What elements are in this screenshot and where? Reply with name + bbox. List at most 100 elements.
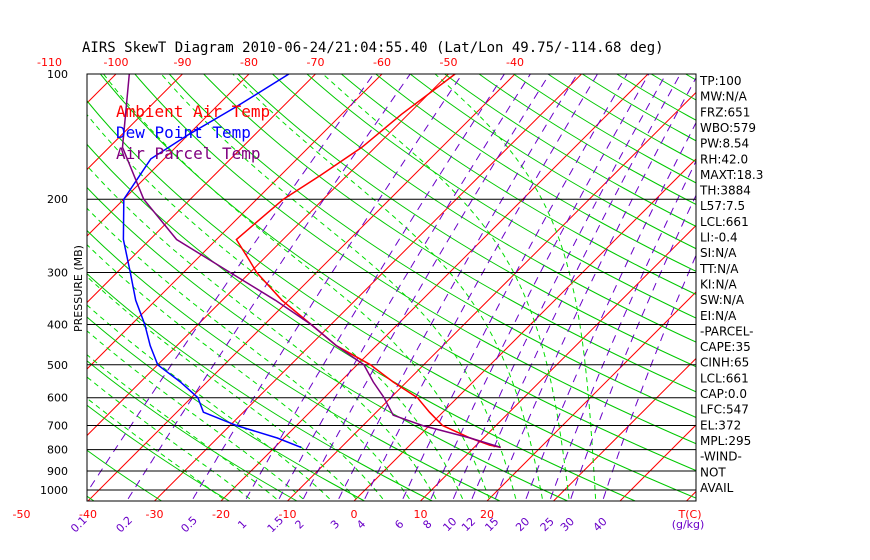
series-line-3 (121, 74, 501, 449)
mixing-ratio-line (430, 74, 650, 499)
pressure-tick-label: 500 (47, 359, 68, 372)
top-temp-tick-label: -90 (174, 56, 192, 69)
index-label: MAXT:18.3 (700, 168, 763, 182)
mixing-ratio-line (302, 74, 551, 500)
chart-title: AIRS SkewT Diagram 2010-06-24/21:04:55.4… (82, 40, 664, 56)
bottom-temp-tick-label: -50 (13, 508, 31, 521)
isotherm-line (87, 74, 450, 437)
index-label: CAPE:35 (700, 340, 751, 354)
dry-adiabat-line (513, 74, 696, 184)
isotherm-line (87, 74, 516, 501)
bottom-temp-tick-label: -20 (212, 508, 230, 521)
index-label: CINH:65 (700, 356, 749, 370)
top-temp-tick-label: -80 (240, 56, 258, 69)
moist-adiabat-line (87, 207, 410, 500)
dry-adiabat-line (203, 74, 696, 393)
isotherm-line (87, 74, 250, 237)
sounding-series (121, 74, 501, 449)
isotherm-line (87, 74, 383, 370)
bottom-temp-tick-label: -30 (146, 508, 164, 521)
isotherm-lines (87, 74, 696, 501)
top-temp-tick-label: -40 (506, 56, 524, 69)
mixing-ratio-line (364, 74, 599, 500)
index-label: LCL:661 (700, 371, 749, 385)
mixing-ratio-line (245, 74, 505, 500)
y-axis-label: PRESSURE (MB) (72, 245, 85, 332)
bottom-temp-tick-label: 0 (351, 508, 358, 521)
dry-adiabat-line (87, 143, 637, 501)
isotherm-line (619, 424, 696, 501)
isotherm-line (220, 74, 649, 501)
mixing-ratio-line (570, 194, 696, 499)
dry-adiabat-line (87, 360, 298, 501)
mixing-ratio-line (87, 74, 375, 494)
index-label: TH:3884 (699, 184, 751, 198)
dry-adiabat-lines (87, 74, 696, 501)
pressure-tick-label: 1000 (40, 484, 68, 497)
pressure-tick-label: 100 (47, 68, 68, 81)
moist-adiabat-line (322, 74, 570, 499)
moist-adiabat-line (87, 244, 384, 500)
index-label: PW:8.54 (700, 137, 749, 151)
index-label: SW:N/A (700, 293, 745, 307)
index-label: SI:N/A (700, 246, 737, 260)
isotherm-line (552, 357, 696, 501)
index-label: LI:-0.4 (700, 231, 738, 245)
pressure-tick-label: 700 (47, 420, 68, 433)
top-temp-tick-label: -50 (440, 56, 458, 69)
mixing-ratio-line (452, 74, 667, 500)
index-label: MW:N/A (700, 90, 748, 104)
plot-frame (86, 73, 697, 502)
mixing-ratio-line (192, 74, 463, 500)
mixing-ratio-line (127, 74, 411, 500)
index-label: EL:372 (700, 418, 741, 432)
index-label: LFC:547 (700, 403, 749, 417)
top-temp-tick-label: -100 (104, 56, 129, 69)
index-label: TP:100 (699, 74, 742, 88)
pressure-tick-label: 900 (47, 465, 68, 478)
index-label: CAP:0.0 (700, 387, 747, 401)
legend-entry: Air Parcel Temp (116, 144, 261, 163)
isotherm-line (419, 224, 696, 501)
mixing-ratio-unit-label: (g/kg) (672, 518, 705, 531)
isotherm-line (286, 91, 696, 501)
dry-adiabat-line (478, 74, 696, 206)
moist-adiabat-line (232, 74, 543, 499)
isotherm-line (153, 74, 583, 501)
dry-adiabat-line (444, 74, 696, 227)
mixing-ratio-line (550, 160, 696, 499)
top-temp-tick-label: -60 (373, 56, 391, 69)
dry-adiabat-line (87, 100, 696, 499)
dry-adiabat-line (375, 74, 696, 272)
pressure-tick-label: 400 (47, 318, 68, 331)
mixing-ratio-line (525, 121, 696, 499)
dry-adiabat-line (272, 74, 696, 343)
index-label: MPL:295 (700, 434, 751, 448)
top-temp-tick-label: -70 (307, 56, 325, 69)
legend: Ambient Air Temp Dew Point Temp Air Parcel… (116, 102, 270, 163)
mixing-ratio-lines (87, 74, 696, 500)
dry-adiabat-line (100, 74, 696, 472)
pressure-tick-label: 800 (47, 444, 68, 457)
bottom-temp-tick-label: 10 (414, 508, 428, 521)
temp-unit-label: T(C) (678, 508, 702, 521)
mixing-ratio-line (494, 76, 696, 499)
index-label: WBO:579 (700, 121, 756, 135)
index-label: AVAIL (700, 481, 734, 495)
moist-adiabat-line (87, 354, 277, 500)
moist-adiabat-line (87, 330, 304, 500)
series-line-2 (122, 74, 302, 449)
index-label: LCL:661 (700, 215, 749, 229)
dry-adiabat-line (87, 229, 502, 501)
moist-adiabat-line (87, 376, 251, 500)
dry-adiabat-line (134, 74, 696, 445)
legend-entry: Ambient Air Temp (116, 102, 270, 121)
mixing-ratio-line (278, 74, 531, 500)
pressure-tick-label: 200 (47, 193, 68, 206)
mixing-ratio-line (402, 74, 628, 500)
bottom-temp-tick-label: 20 (480, 508, 494, 521)
index-label: NOT (700, 465, 726, 479)
